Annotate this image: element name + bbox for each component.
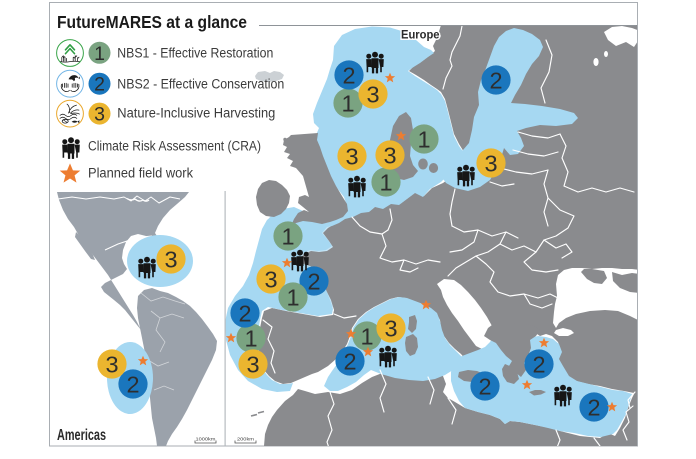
svg-text:3: 3 [484,150,497,176]
svg-text:1: 1 [94,43,105,65]
svg-text:Europe: Europe [401,28,440,42]
svg-text:3: 3 [246,351,259,377]
svg-text:1: 1 [244,325,257,351]
svg-text:3: 3 [366,81,379,107]
svg-text:NBS2 - Effective Conservation: NBS2 - Effective Conservation [117,77,284,93]
svg-text:2: 2 [532,351,545,377]
svg-text:3: 3 [384,315,397,341]
svg-text:1: 1 [286,284,299,310]
svg-text:2: 2 [478,373,491,399]
svg-text:200km: 200km [237,437,254,442]
svg-text:1: 1 [379,169,392,195]
svg-text:3: 3 [105,351,118,377]
svg-text:1000km: 1000km [196,437,216,442]
svg-text:Climate Risk Assessment (CRA): Climate Risk Assessment (CRA) [88,139,261,155]
svg-text:2: 2 [342,62,355,88]
svg-text:3: 3 [345,143,358,169]
svg-text:2: 2 [94,74,105,96]
svg-text:Planned field work: Planned field work [88,166,194,182]
svg-text:1: 1 [360,323,373,349]
svg-text:Nature-Inclusive Harvesting: Nature-Inclusive Harvesting [117,105,275,121]
svg-text:3: 3 [94,104,105,126]
svg-text:1: 1 [281,223,294,249]
svg-text:3: 3 [164,246,177,272]
svg-text:2: 2 [343,348,356,374]
svg-text:1: 1 [417,126,430,152]
svg-text:2: 2 [126,371,139,397]
svg-text:2: 2 [307,268,320,294]
svg-text:2: 2 [489,67,502,93]
svg-text:NBS1 - Effective Restoration: NBS1 - Effective Restoration [117,46,273,62]
svg-text:2: 2 [587,394,600,420]
svg-text:2: 2 [238,300,251,326]
svg-text:1: 1 [341,90,354,116]
svg-text:FutureMARES at a glance: FutureMARES at a glance [57,12,247,32]
svg-text:3: 3 [264,266,277,292]
svg-text:3: 3 [383,142,396,168]
svg-text:Americas: Americas [57,427,106,444]
